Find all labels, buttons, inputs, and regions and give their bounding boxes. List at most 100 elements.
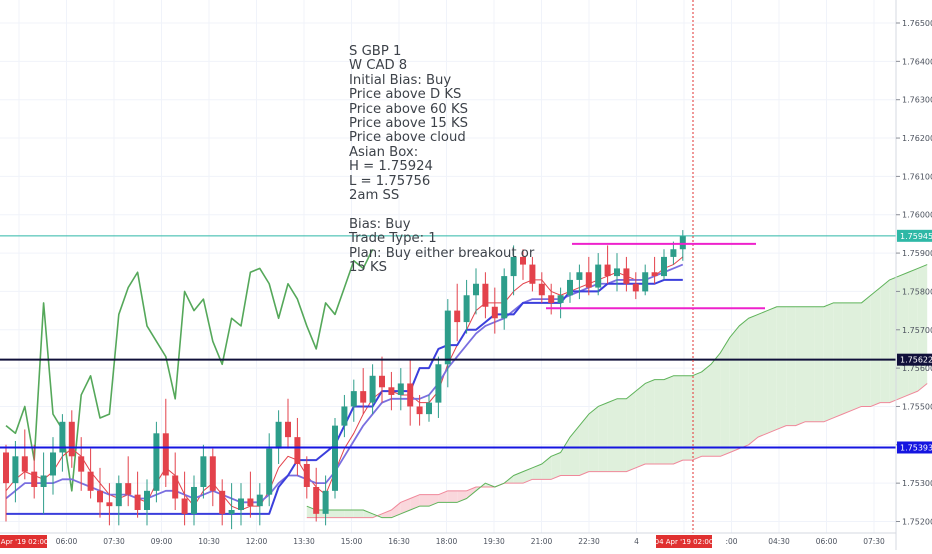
price-tick-label: 1.76400 [902,57,932,66]
price-tick-label: 1.76100 [902,172,932,181]
cloud-segment [814,306,824,422]
candles [3,230,686,530]
candle-body [97,490,103,503]
time-tick-label: 07:30 [863,537,885,546]
cloud-segment [410,494,420,510]
cloud-segment [692,371,702,461]
price-tick-label: 1.76500 [902,19,932,28]
cloud-segment [720,337,730,457]
price-tick-label: 1.75500 [902,402,932,411]
cloud-segment [607,398,617,472]
horizontal-levels [0,0,896,533]
candle-body [416,406,423,415]
candle-body [557,295,564,303]
cloud-segment [560,437,570,476]
candle-body [125,483,132,495]
chikou-span-line [5,248,374,492]
candle-body [31,471,38,487]
candle-body [294,437,301,464]
candle-body [595,264,602,288]
candle-body [548,295,555,303]
candle-body [576,272,583,280]
candle-body [520,256,526,265]
cloud-segment [805,306,815,422]
cloud-segment [617,398,627,472]
candle-body [426,402,432,415]
price-label-blue: 1.75393 [900,443,932,452]
candle-body [162,433,169,476]
cloud-segment [335,509,345,518]
price-tick-label: 1.75300 [902,479,932,488]
candle-body [463,295,470,323]
candle-body [501,276,508,319]
cloud-segment [513,471,523,484]
candle-body [444,310,451,365]
time-label-bg [0,535,47,548]
candle-body [670,249,677,257]
cloud-segment [786,306,796,426]
cloud-segment [889,276,899,403]
candle-body [209,456,216,491]
candle-body [388,387,395,395]
cloud-segment [673,375,683,464]
candle-body [679,235,686,250]
grid [0,0,896,533]
cloud-segment [861,295,871,407]
cloud-segment [419,494,429,507]
candle-body [40,475,47,487]
cloud-segment [729,325,740,453]
candle-body [247,498,254,507]
price-tick-label: 1.75900 [902,249,932,258]
time-tick-label: :00 [725,537,737,546]
time-tick-label: 15:00 [341,537,363,546]
cloud-segment [635,383,646,468]
cloud-segment [654,379,664,464]
price-tick-label: 1.76300 [902,96,932,105]
cloud-segment [823,302,834,422]
candle-body [313,486,320,514]
trade-plan-note: S GBP 1 W CAD 8 Initial Bias: Buy Price … [349,44,535,276]
candle-body [59,421,66,453]
cloud-segment [645,379,655,464]
candle-body [332,425,338,491]
candle-body [632,283,639,292]
candle-body [623,268,630,284]
cloud-segment [852,302,862,411]
time-tick-label: 06:00 [816,537,838,546]
candle-body [200,456,207,487]
cloud-segment [551,452,561,480]
candle-body [379,375,385,388]
candle-body [473,283,479,296]
candle-body [12,456,19,484]
candle-body [285,421,291,438]
price-label-bg [897,353,932,366]
candle-body [106,502,113,507]
cloud-segment [748,314,758,445]
candle-body [614,268,620,277]
time-label-bg [656,535,712,548]
cloud-segment [447,490,458,503]
time-tick-label: 22:30 [578,537,600,546]
candle-body [585,272,592,288]
cloud-segment [701,364,711,457]
price-label-bg [897,229,932,242]
cloud-segment [570,425,580,476]
time-tick-label: 09:00 [151,537,173,546]
candle-body [68,421,75,457]
time-tick-label: 4 [634,537,639,546]
cloud-segment [598,402,608,472]
time-tick-label: 07:30 [103,537,125,546]
candle-body [360,391,367,403]
candle-body [50,452,56,476]
candle-body [115,483,122,507]
asian-box-lines [546,242,765,310]
senkou-span-a-line [306,264,928,519]
cloud-segment [758,310,768,438]
cloud-segment [664,375,674,464]
candle-body [3,452,9,484]
senkou-span-b-line [306,383,928,519]
candle-body [172,475,179,499]
candle-body [153,433,160,491]
